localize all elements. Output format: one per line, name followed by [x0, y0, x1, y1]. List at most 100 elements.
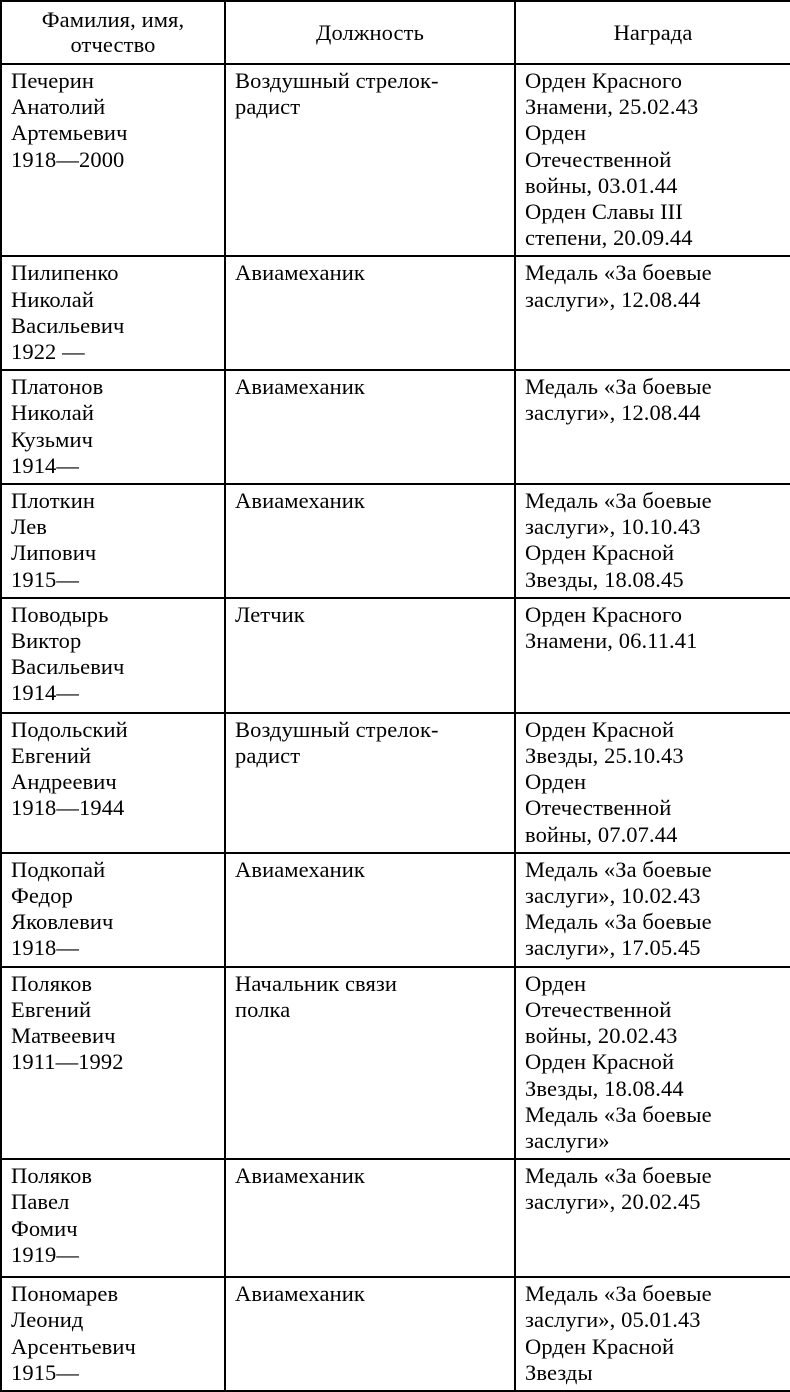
cell-position-lines: Авиамеханик: [235, 260, 507, 286]
cell-person-name-lines: Подольский Евгений Андреевич 1918—1944: [11, 717, 217, 822]
cell-person-name: Пономарев Леонид Арсентьевич 1915—: [0, 1276, 226, 1392]
text-line: Воздушный стрелок-: [235, 716, 439, 742]
table-header-row: Фамилия, имя, отчество Должность Награда: [0, 0, 790, 65]
text-line: Плоткин: [11, 488, 95, 514]
cell-position: Авиамеханик: [224, 483, 516, 599]
text-line: Отечественной: [525, 795, 672, 821]
text-line: Николай: [11, 286, 94, 312]
table-row: Поляков Павел Фомич 1919— Авиамеханик Медаль …: [0, 1158, 790, 1279]
text-line: Васильевич: [11, 654, 125, 680]
cell-position: Летчик: [224, 596, 516, 714]
text-line: Медаль «За боевые: [525, 1101, 712, 1127]
text-line: Фомич: [11, 1215, 78, 1241]
text-line: Подольский: [11, 716, 128, 742]
column-header-award: Награда: [514, 0, 790, 65]
text-line: Виктор: [11, 628, 82, 654]
cell-award: Орден Красного Знамени, 06.11.41: [514, 596, 790, 714]
column-header-fio: Фамилия, имя, отчество: [0, 0, 226, 65]
text-line: Евгений: [11, 743, 92, 769]
cell-award: Орден Красной Звезды, 25.10.43 Орден Отечес…: [514, 711, 790, 854]
cell-person-name-lines: Поводырь Виктор Васильевич 1914—: [11, 602, 217, 707]
table-row: Плоткин Лев Липович 1915— Авиамеханик Медаль …: [0, 483, 790, 599]
text-line: заслуги», 12.08.44: [525, 400, 701, 426]
text-line: Звезды, 25.10.43: [525, 743, 684, 769]
cell-award: Медаль «За боевые заслуги», 20.02.45: [514, 1158, 790, 1279]
cell-award: Медаль «За боевые заслуги», 12.08.44: [514, 255, 790, 372]
column-header-role: Должность: [224, 0, 516, 65]
text-line: Яковлевич: [11, 909, 114, 935]
text-line: Орден Красной: [525, 1049, 675, 1075]
cell-position-lines: Авиамеханик: [235, 374, 507, 400]
text-line: Орден Красного: [525, 601, 683, 627]
cell-person-name: Пилипенко Николай Васильевич 1922 —: [0, 255, 226, 372]
text-line: Лев: [11, 514, 48, 540]
cell-position-lines: Летчик: [235, 602, 507, 628]
text-line: Липович: [11, 540, 97, 566]
text-line: Знамени, 06.11.41: [525, 628, 698, 654]
cell-award-lines: Медаль «За боевые заслуги», 10.02.43 Медал…: [525, 857, 783, 962]
text-line: Евгений: [11, 996, 92, 1022]
cell-person-name: Печерин Анатолий Артемьевич 1918—2000: [0, 62, 226, 258]
cell-award: Медаль «За боевые заслуги», 05.01.43 Орден…: [514, 1276, 790, 1392]
cell-position: Авиамеханик: [224, 1276, 516, 1392]
text-line: отчество: [70, 32, 156, 57]
text-line: 1915—: [11, 1359, 79, 1385]
cell-position: Воздушный стрелок-радист: [224, 711, 516, 854]
text-line: Медаль «За боевые: [525, 374, 712, 400]
cell-award: Медаль «За боевые заслуги», 10.02.43 Медал…: [514, 851, 790, 968]
text-line: войны, 20.02.43: [525, 1023, 678, 1049]
text-line: Павел: [11, 1189, 70, 1215]
text-line: заслуги», 10.02.43: [525, 883, 701, 909]
text-line: Звезды, 18.08.45: [525, 566, 684, 592]
text-line: степени, 20.09.44: [525, 225, 693, 251]
text-line: Должность: [316, 19, 424, 45]
text-line: 1922 —: [11, 339, 85, 365]
text-line: заслуги», 12.08.44: [525, 286, 701, 312]
text-line: 1919—: [11, 1241, 79, 1267]
text-line: Поляков: [11, 970, 93, 996]
cell-award: Орден Отечественной войны, 20.02.43 Орден К…: [514, 965, 790, 1161]
text-line: Орден: [525, 120, 587, 146]
table-body: Печерин Анатолий Артемьевич 1918—2000 Воздуш…: [0, 62, 790, 1392]
text-line: Орден Славы III: [525, 199, 683, 225]
cell-person-name-lines: Пилипенко Николай Васильевич 1922 —: [11, 260, 217, 365]
table-row: Платонов Николай Кузьмич 1914— Авиамеханик Ме…: [0, 369, 790, 486]
text-line: заслуги», 05.01.43: [525, 1307, 701, 1333]
text-line: Николай: [11, 400, 94, 426]
table-row: Подкопай Федор Яковлевич 1918— Авиамеханик Ме…: [0, 851, 790, 968]
cell-position: Авиамеханик: [224, 369, 516, 486]
text-line: Орден: [525, 970, 587, 996]
text-line: Матвеевич: [11, 1023, 116, 1049]
cell-award-lines: Орден Красной Звезды, 25.10.43 Орден Отечес…: [525, 717, 783, 848]
text-line: Андреевич: [11, 769, 117, 795]
text-line: Пономарев: [11, 1281, 119, 1307]
text-line: Орден: [525, 769, 587, 795]
text-line: Авиамеханик: [235, 488, 365, 514]
cell-award: Орден Красного Знамени, 25.02.43 Орден Отеч…: [514, 62, 790, 258]
text-line: Орден Красного: [525, 68, 683, 93]
text-line: Отечественной: [525, 146, 672, 172]
text-line: 1915—: [11, 566, 79, 592]
text-line: Медаль «За боевые: [525, 488, 712, 514]
text-line: Анатолий: [11, 94, 106, 120]
text-line: заслуги», 20.02.45: [525, 1189, 701, 1215]
cell-award: Медаль «За боевые заслуги», 10.10.43 Орден…: [514, 483, 790, 599]
cell-position: Авиамеханик: [224, 851, 516, 968]
text-line: Пилипенко: [11, 260, 119, 286]
cell-person-name: Плоткин Лев Липович 1915—: [0, 483, 226, 599]
text-line: 1918—: [11, 935, 79, 961]
table-row: Поводырь Виктор Васильевич 1914— Летчик Орден…: [0, 596, 790, 714]
cell-award-lines: Медаль «За боевые заслуги», 10.10.43 Орден…: [525, 488, 783, 593]
text-line: войны, 07.07.44: [525, 821, 678, 847]
cell-award-lines: Орден Красного Знамени, 06.11.41: [525, 602, 783, 654]
text-line: Начальник связи: [235, 970, 398, 996]
cell-person-name: Подольский Евгений Андреевич 1918—1944: [0, 711, 226, 854]
text-line: 1918—2000: [11, 146, 125, 172]
text-line: Платонов: [11, 374, 104, 400]
cell-award-lines: Медаль «За боевые заслуги», 20.02.45: [525, 1163, 783, 1215]
cell-position-lines: Воздушный стрелок-радист: [235, 68, 507, 120]
column-header-award-lines: Награда: [522, 20, 784, 45]
text-line: Подкопай: [11, 856, 106, 882]
cell-award-lines: Орден Отечественной войны, 20.02.43 Орден К…: [525, 971, 783, 1154]
